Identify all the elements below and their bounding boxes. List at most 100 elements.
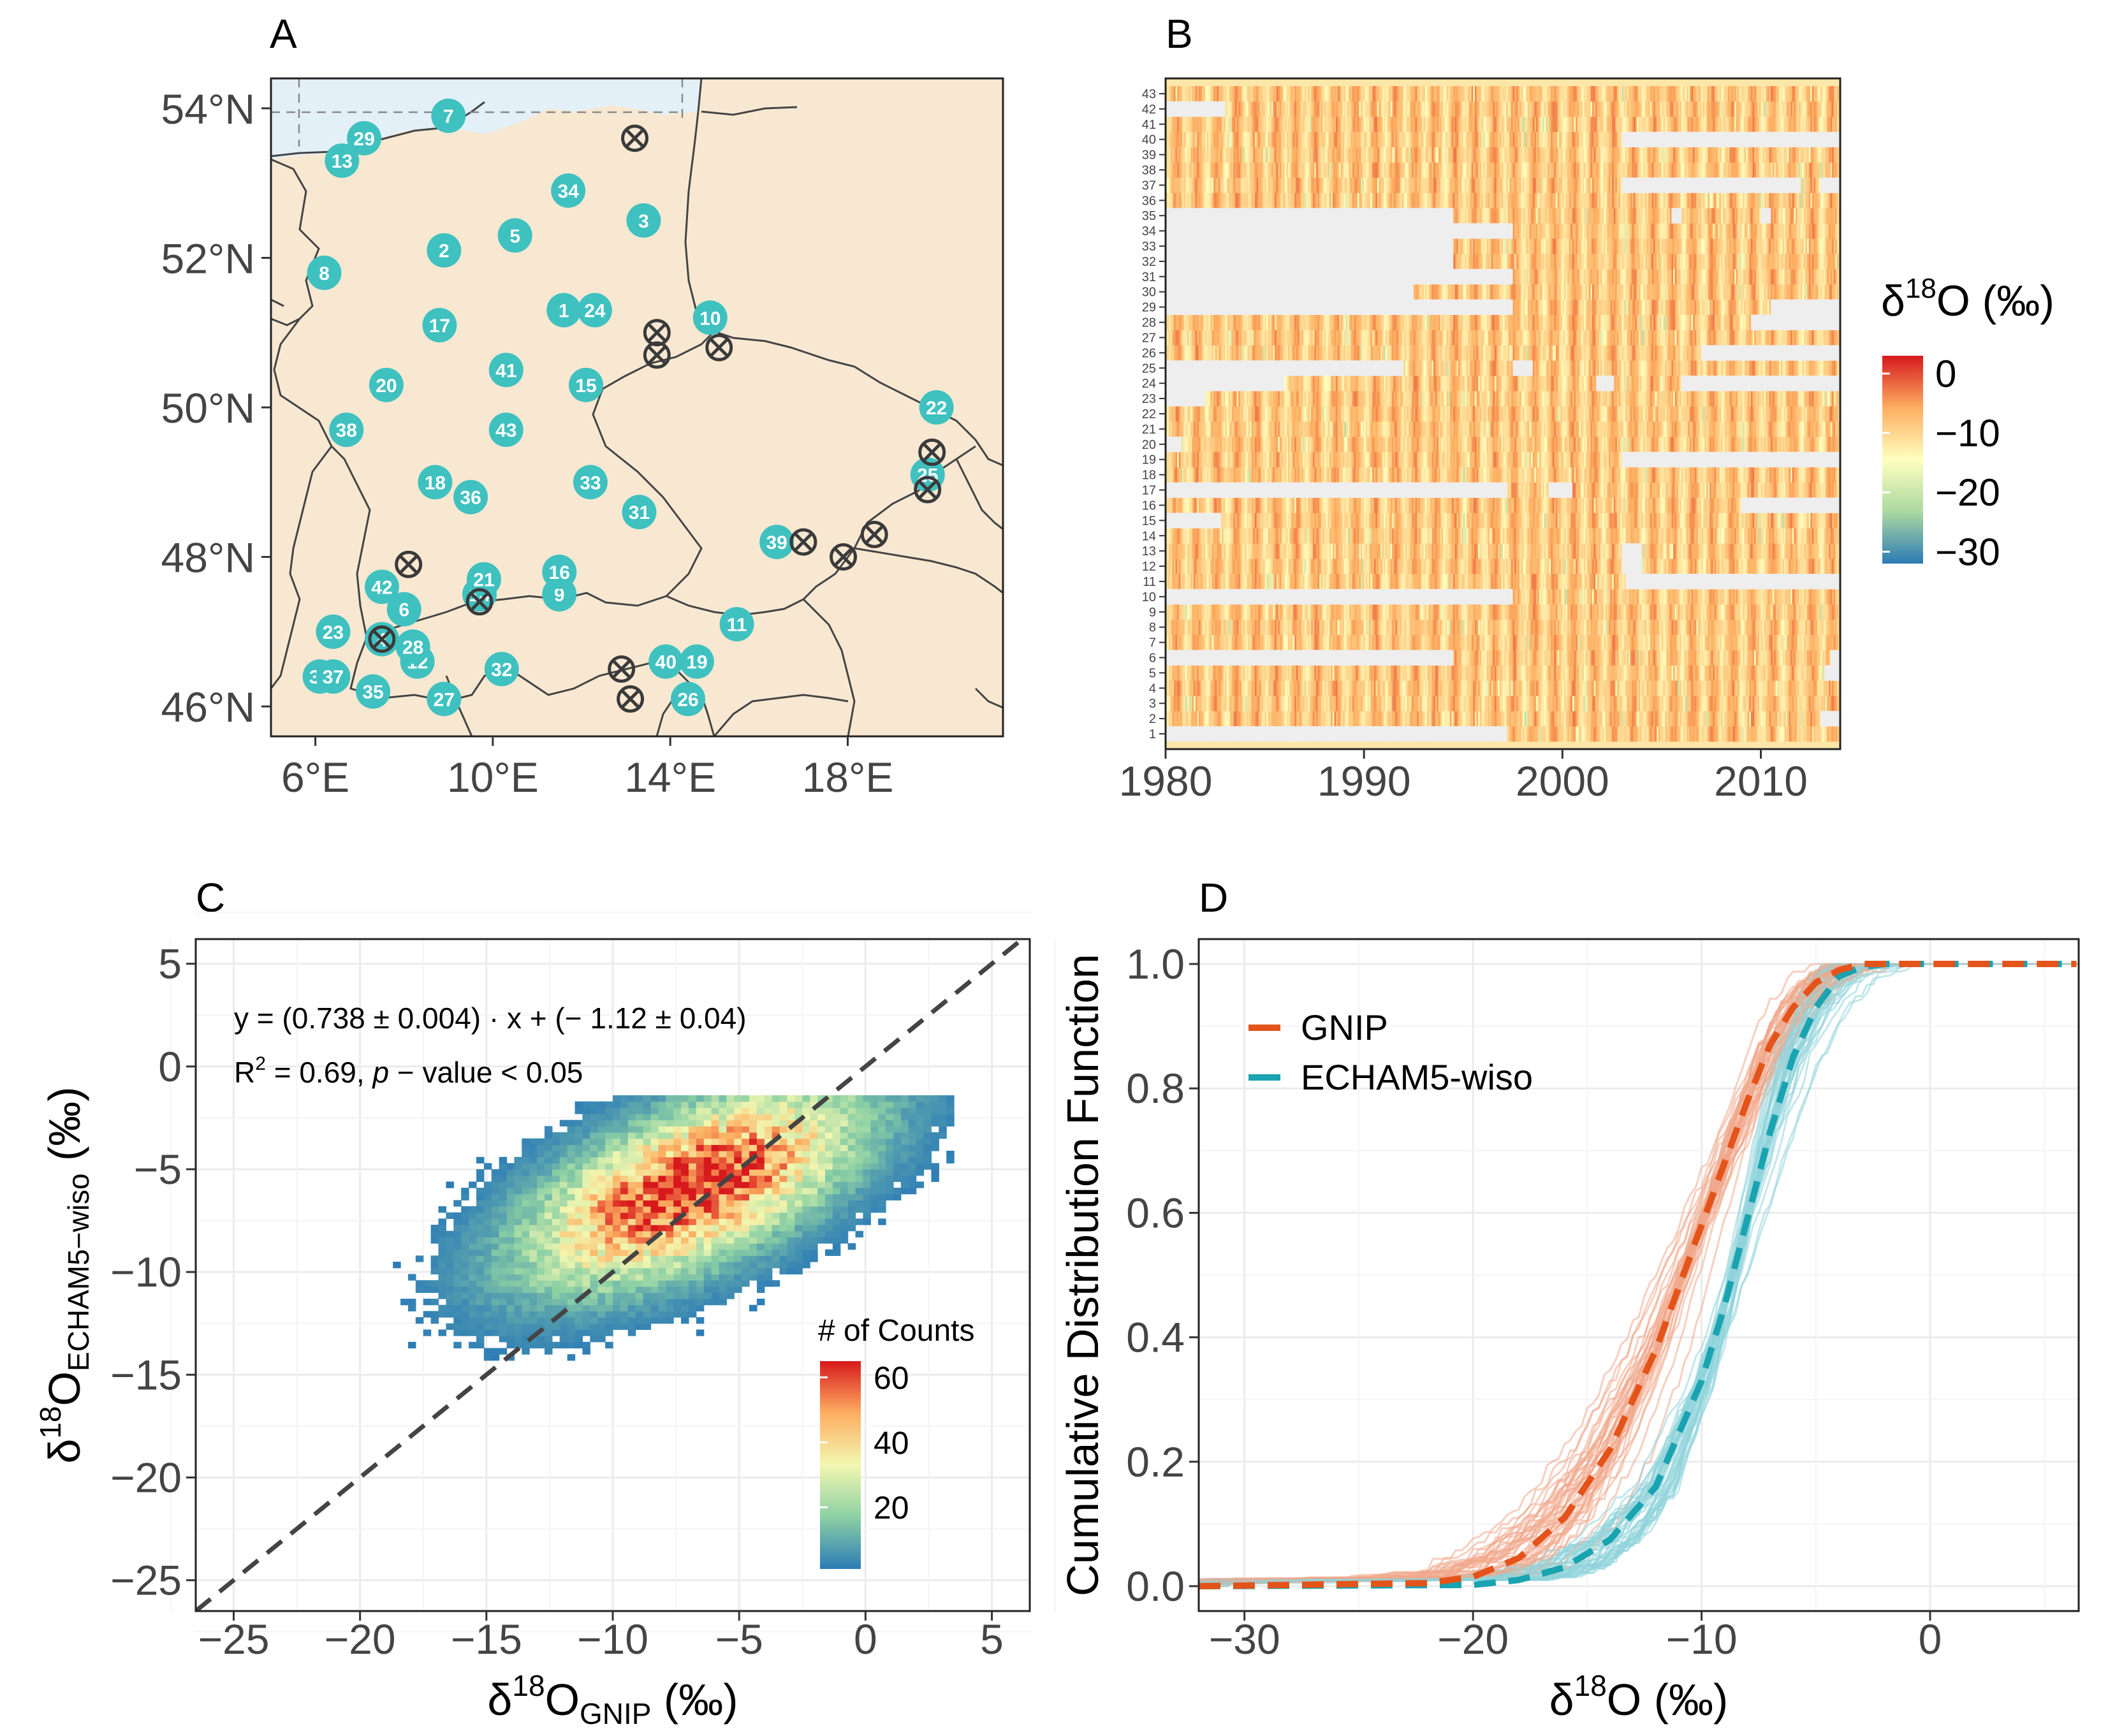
heatmap-cell: [1633, 665, 1636, 681]
heatmap-cell: [1499, 665, 1502, 681]
heatmap-cell: [1668, 619, 1671, 636]
heatmap-cell: [1342, 665, 1345, 681]
heatmap-cell: [1431, 665, 1434, 681]
heatmap-cell: [1736, 696, 1738, 711]
heatmap-cell: [1321, 634, 1323, 650]
heatmap-cell: [1222, 634, 1224, 650]
heatmap-cell: [1569, 711, 1571, 727]
heatmap-cell: [1577, 680, 1579, 696]
heatmap-cell: [1413, 711, 1416, 727]
heatmap-cell: [1360, 711, 1363, 727]
heatmap-cell: [1398, 696, 1401, 711]
heatmap-cell: [1256, 680, 1259, 696]
station-dot: [546, 293, 582, 328]
heatmap-cell: [1633, 650, 1636, 666]
heatmap-cell: [1774, 650, 1776, 666]
excluded-site-marker: [918, 438, 946, 466]
station-marker: 13: [325, 143, 360, 178]
heatmap-cell: [1403, 634, 1406, 650]
heatmap-cell: [1767, 650, 1770, 666]
heatmap-cell: [1777, 619, 1780, 636]
heatmap-cell: [1727, 650, 1730, 666]
heatmap-cell: [1694, 619, 1697, 636]
heatmap-cell: [1230, 711, 1233, 727]
heatmap-cell: [1633, 696, 1636, 711]
heatmap-cell: [1554, 665, 1556, 681]
heatmap-cell: [1298, 634, 1300, 650]
excluded-site-marker: [617, 685, 645, 713]
heatmap-cell: [1454, 680, 1457, 696]
heatmap-cell: [1443, 634, 1446, 650]
heatmap-cell: [1708, 619, 1710, 636]
heatmap-cell: [1479, 665, 1482, 681]
heatmap-cell: [1815, 726, 1818, 742]
heatmap-cell: [1373, 696, 1376, 711]
heatmap-cell: [1309, 680, 1312, 696]
heatmap-cell: [1835, 726, 1838, 742]
heatmap-cell: [1767, 619, 1770, 636]
heatmap-cell: [1380, 665, 1383, 681]
heatmap-cell: [1810, 711, 1813, 727]
heatmap-cell: [1629, 726, 1631, 742]
heatmap-cell: [1668, 665, 1671, 681]
heatmap-cell: [1317, 619, 1320, 636]
heatmap-cell: [1498, 634, 1500, 650]
heatmap-cell: [1481, 650, 1484, 666]
heatmap-cell: [1166, 696, 1168, 711]
heatmap-cell: [1409, 619, 1411, 636]
heatmap-cell: [1569, 665, 1571, 681]
heatmap-cell: [1738, 665, 1740, 681]
station-marker: 17: [422, 308, 457, 342]
heatmap-cell: [1802, 726, 1805, 742]
heatmap-cell: [1315, 711, 1319, 727]
heatmap-cell: [1370, 665, 1373, 681]
heatmap-cell: [1255, 680, 1257, 696]
heatmap-cell: [1169, 696, 1171, 711]
heatmap-cell: [1754, 650, 1757, 666]
heatmap-cell: [1197, 665, 1199, 681]
heatmap-cell: [1377, 680, 1380, 696]
heatmap-cell: [1177, 680, 1180, 696]
heatmap-cell: [1478, 680, 1481, 696]
heatmap-cell: [1643, 711, 1646, 727]
heatmap-cell: [1757, 650, 1760, 666]
heatmap-cell: [1815, 665, 1818, 681]
heatmap-cell: [1552, 650, 1555, 666]
heatmap-cell: [1554, 680, 1556, 696]
heatmap-cell: [1625, 711, 1628, 727]
excluded-site-marker: [830, 543, 858, 571]
heatmap-cell: [1741, 619, 1743, 636]
heatmap-cell: [1749, 726, 1752, 742]
station-dot: [369, 367, 404, 402]
heatmap-cell: [1471, 619, 1474, 636]
heatmap-cell: [1734, 680, 1737, 696]
heatmap-cell: [1580, 726, 1583, 742]
heatmap-cell: [1721, 665, 1724, 681]
heatmap-cell: [1563, 696, 1567, 711]
map-sea: [271, 78, 701, 159]
heatmap-cell: [1824, 680, 1826, 696]
heatmap-cell: [1526, 726, 1528, 742]
heatmap-cell: [1693, 634, 1695, 650]
heatmap-cell: [1370, 680, 1373, 696]
heatmap-cell: [1289, 711, 1292, 727]
heatmap-cell: [1719, 665, 1722, 681]
excluded-site-marker: [914, 476, 942, 504]
heatmap-cell: [1747, 726, 1750, 742]
heatmap-cell: [1218, 619, 1221, 636]
heatmap-cell: [1731, 634, 1734, 650]
heatmap-cell: [1807, 680, 1810, 696]
heatmap-cell: [1610, 726, 1613, 742]
excluded-site-ring: [705, 333, 733, 361]
heatmap-cell: [1255, 634, 1257, 650]
heatmap-cell: [1243, 680, 1246, 696]
heatmap-cell: [1650, 726, 1652, 742]
heatmap-cell: [1247, 696, 1249, 711]
heatmap-cell: [1582, 680, 1585, 696]
heatmap-cell: [1726, 711, 1729, 727]
heatmap-cell: [1552, 696, 1555, 711]
heatmap-cell: [1426, 696, 1429, 711]
heatmap-cell: [1563, 650, 1567, 666]
heatmap-cell: [1431, 680, 1434, 696]
heatmap-cell: [1463, 680, 1465, 696]
